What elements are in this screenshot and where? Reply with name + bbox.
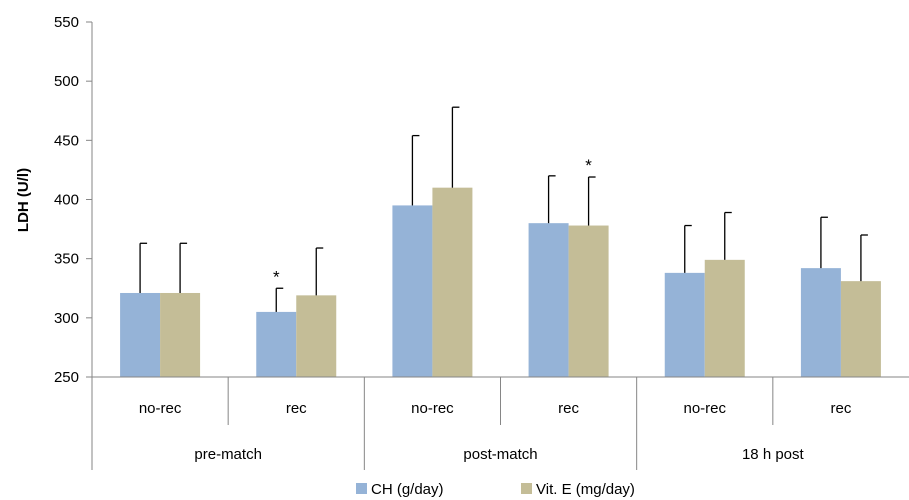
x-subcategory-label-5: no-rec	[683, 400, 726, 417]
bar-series1-3	[392, 205, 433, 377]
bar-series1-4	[528, 223, 569, 377]
bar-series1-1	[120, 292, 161, 377]
y-tick-label-500: 500	[54, 73, 79, 90]
x-group-label-3: 18 h post	[742, 446, 805, 463]
y-tick-label-400: 400	[54, 192, 79, 209]
legend-label-1: CH (g/day)	[371, 481, 444, 498]
bar-series2-5	[704, 259, 745, 377]
x-group-label-1: pre-match	[194, 446, 262, 463]
bar-series1-6	[800, 268, 841, 377]
y-axis-title: LDH (U/l)	[15, 168, 32, 232]
significance-marker-2: *	[585, 156, 592, 175]
bar-series2-6	[840, 281, 881, 377]
y-tick-label-450: 450	[54, 132, 79, 149]
legend-swatch-2	[521, 483, 532, 494]
x-subcategory-label-4: rec	[558, 400, 579, 417]
x-subcategory-label-1: no-rec	[139, 400, 182, 417]
bar-series2-1	[160, 292, 201, 377]
x-subcategory-label-6: rec	[830, 400, 851, 417]
legend-label-2: Vit. E (mg/day)	[536, 481, 635, 498]
legend-swatch-1	[356, 483, 367, 494]
significance-marker-1: *	[273, 267, 280, 286]
bar-series2-3	[432, 187, 473, 377]
x-group-label-2: post-match	[463, 446, 537, 463]
y-tick-label-350: 350	[54, 251, 79, 268]
bar-series1-2	[256, 311, 297, 377]
y-tick-label-300: 300	[54, 310, 79, 327]
bar-series1-5	[664, 272, 705, 377]
bar-series2-4	[568, 225, 609, 377]
bar-series2-2	[296, 295, 337, 377]
x-subcategory-label-3: no-rec	[411, 400, 454, 417]
y-tick-label-250: 250	[54, 369, 79, 386]
y-tick-label-550: 550	[54, 14, 79, 31]
x-subcategory-label-2: rec	[286, 400, 307, 417]
